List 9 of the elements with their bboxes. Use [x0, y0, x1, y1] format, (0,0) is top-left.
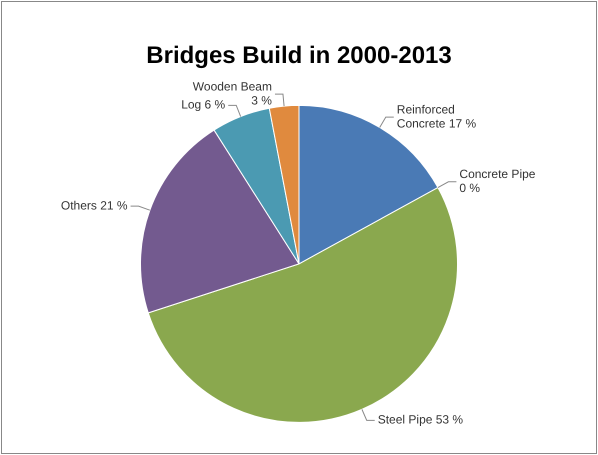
slice-label: Log 6 %: [181, 98, 226, 112]
chart-title: Bridges Build in 2000-2013: [146, 42, 452, 70]
data-label: 3 %: [251, 93, 272, 108]
slice-label: Wooden Beam: [192, 79, 272, 94]
category-label: Concrete Pipe: [459, 167, 536, 182]
slice-label: Reinforced Concrete 17 %: [396, 102, 476, 130]
slice-label: Others 21 %: [60, 198, 128, 212]
text: 0 %: [459, 181, 480, 196]
slice-label: Steel Pipe 53 %: [378, 412, 464, 427]
